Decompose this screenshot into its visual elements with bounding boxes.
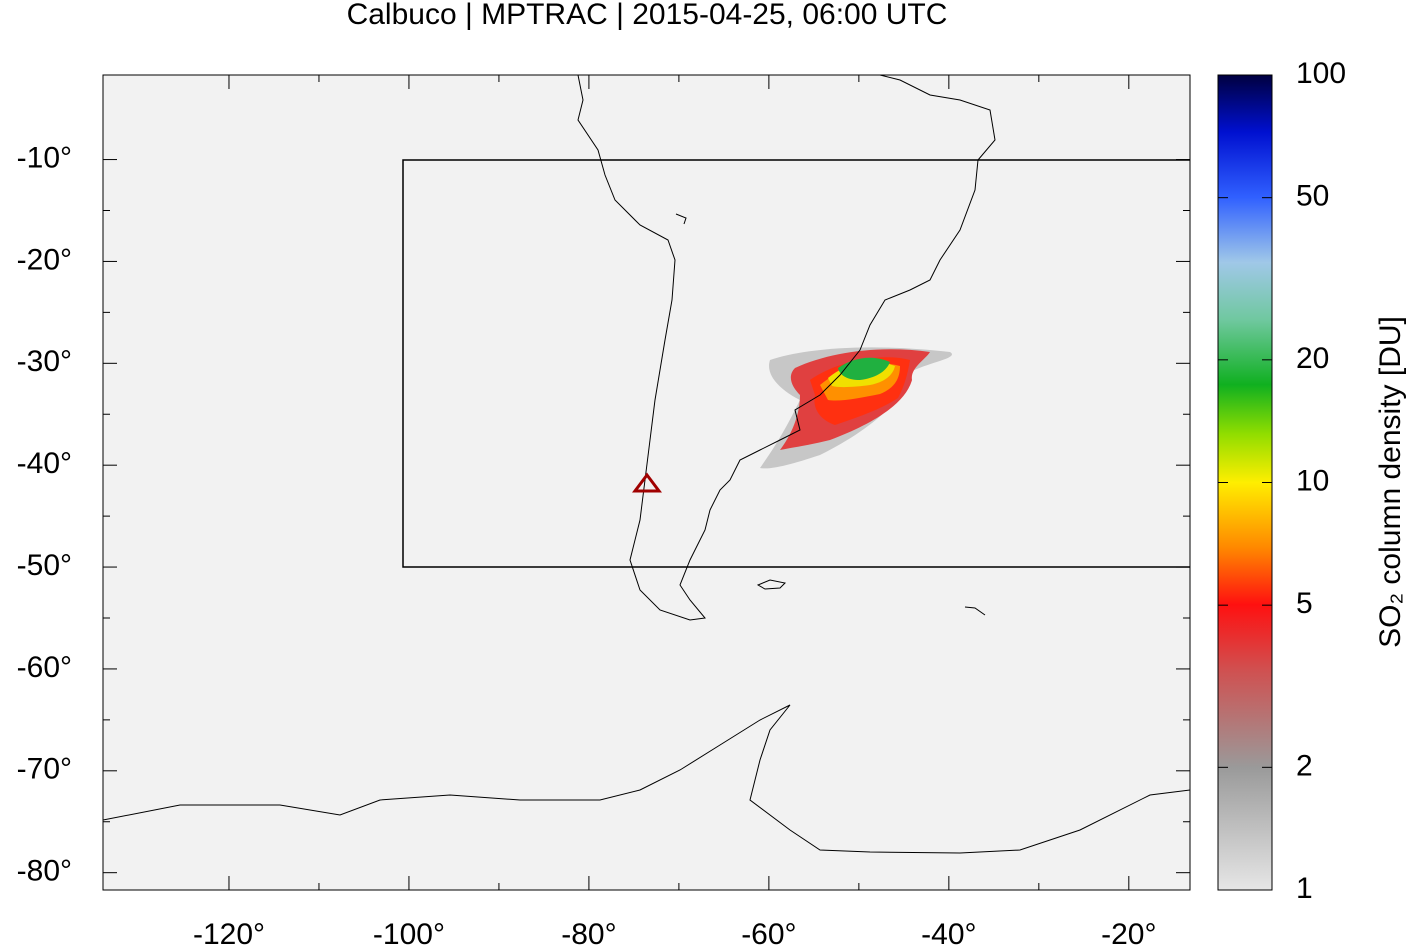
- x-tick-label: -40°: [921, 918, 976, 950]
- plot-area: [103, 75, 1190, 890]
- x-tick-label: -120°: [193, 918, 265, 950]
- y-tick-label: -80°: [17, 855, 72, 888]
- colorbar-tick-label: 20: [1296, 342, 1329, 375]
- x-tick-label: -60°: [741, 918, 796, 950]
- plot-frame: [102, 74, 1191, 891]
- south-georgia: [964, 606, 986, 616]
- colorbar-tick-label: 10: [1296, 464, 1329, 497]
- y-tick-label: -50°: [17, 549, 72, 582]
- colorbar-tick-label: 2: [1296, 749, 1313, 782]
- y-tick-label: -40°: [17, 447, 72, 480]
- x-tick-label: -20°: [1101, 918, 1156, 950]
- colorbar-tick-label: 100: [1296, 57, 1346, 90]
- coastline-south-america: [577, 75, 996, 621]
- colorbar-tick-label: 50: [1296, 180, 1329, 213]
- colorbar-tick-label: 5: [1296, 587, 1313, 620]
- colorbar-label: SO₂ column density [DU]: [1374, 316, 1407, 648]
- chart-title: Calbuco | MPTRAC | 2015-04-25, 06:00 UTC: [347, 0, 948, 31]
- colorbar-tick-label: 1: [1296, 872, 1313, 905]
- y-tick-label: -60°: [17, 651, 72, 684]
- y-tick-label: -20°: [17, 243, 72, 276]
- x-tick-label: -100°: [373, 918, 445, 950]
- map-layer: [103, 75, 1190, 854]
- y-tick-label: -70°: [17, 753, 72, 786]
- y-tick-label: -30°: [17, 345, 72, 378]
- coastline-antarctica: [103, 704, 1190, 854]
- falkland-islands: [756, 579, 787, 590]
- lake-titicaca: [675, 213, 687, 225]
- so2-plume: [760, 347, 952, 469]
- x-tick-label: -80°: [561, 918, 616, 950]
- volcano-marker: [632, 472, 662, 493]
- region-box: [402, 159, 1190, 568]
- y-tick-label: -10°: [17, 141, 72, 174]
